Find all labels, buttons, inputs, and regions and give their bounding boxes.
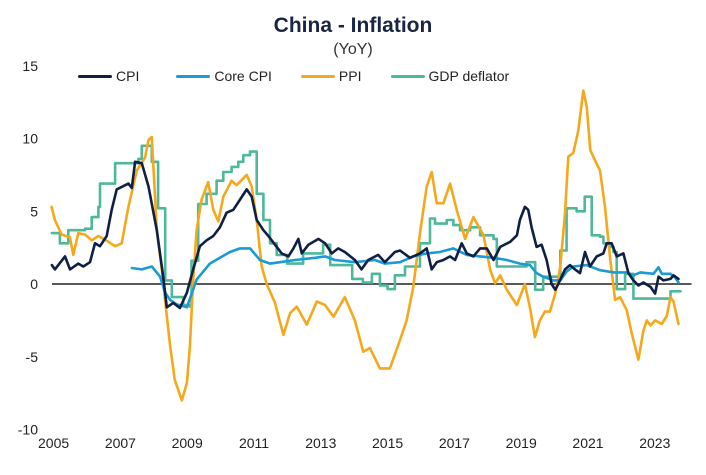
legend-label-core-cpi: Core CPI (214, 68, 272, 84)
series-line-gdp-deflator (50, 144, 682, 308)
y-tick-label: 5 (30, 203, 38, 219)
legend: CPI Core CPI PPI GDP deflator (78, 68, 522, 84)
x-tick-label: 2015 (372, 435, 403, 451)
legend-swatch-cpi (78, 74, 112, 78)
x-tick-label: 2013 (305, 435, 336, 451)
x-tick-label: 2005 (38, 435, 69, 451)
x-tick-label: 2019 (506, 435, 537, 451)
y-tick-label: -10 (18, 422, 38, 438)
x-tick-label: 2009 (172, 435, 203, 451)
chart-title: China - Inflation (273, 14, 433, 37)
x-tick-label: 2007 (105, 435, 136, 451)
x-tick-label: 2011 (239, 435, 269, 451)
legend-swatch-core-cpi (176, 74, 211, 78)
y-tick-label: 15 (22, 58, 38, 74)
legend-label-gdp-deflator: GDP deflator (428, 68, 510, 84)
legend-swatch-ppi (300, 74, 335, 78)
series-line-cpi (50, 160, 680, 310)
x-tick-label: 2021 (572, 435, 603, 451)
y-tick-label: -5 (26, 349, 39, 365)
legend-item-ppi: PPI (300, 68, 362, 84)
x-tick-label: 2023 (639, 435, 670, 451)
legend-item-core-cpi: Core CPI (176, 68, 272, 84)
chart-subtitle: (YoY) (333, 41, 373, 58)
x-tick-label: 2017 (439, 435, 470, 451)
legend-swatch-gdp-deflator (390, 74, 425, 78)
legend-label-cpi: CPI (116, 68, 140, 84)
series-line-ppi (50, 89, 680, 402)
y-tick-label: 0 (30, 276, 38, 292)
legend-item-cpi: CPI (78, 68, 139, 84)
legend-item-gdp-deflator: GDP deflator (390, 68, 510, 84)
y-tick-label: 10 (22, 131, 38, 147)
legend-label-ppi: PPI (338, 68, 362, 84)
